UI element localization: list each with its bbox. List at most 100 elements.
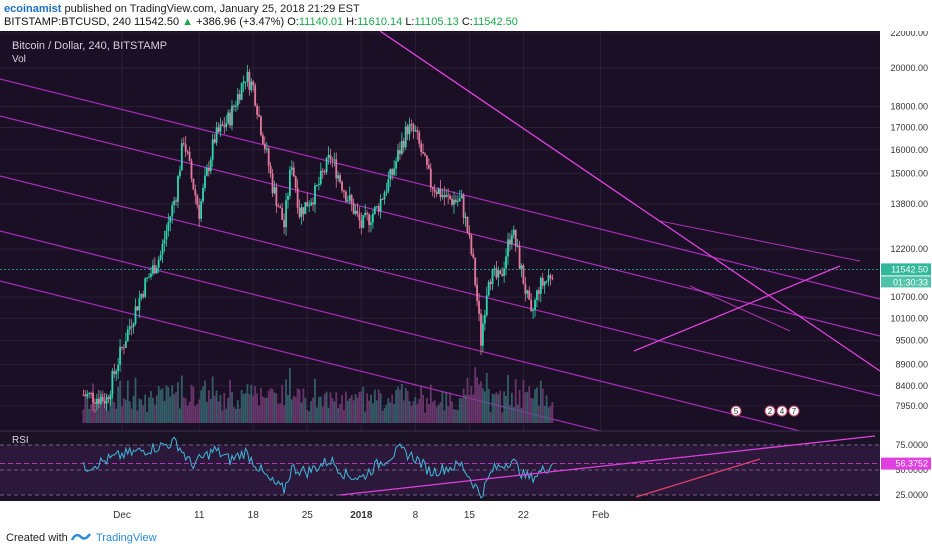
- volume-bar: [362, 386, 365, 423]
- volume-bar: [317, 396, 320, 423]
- volume-bar: [327, 407, 330, 423]
- candle-body: [148, 276, 150, 278]
- candles: [82, 65, 554, 413]
- price-tick-label: 18000.00: [890, 102, 928, 112]
- candle-body: [348, 195, 351, 201]
- candle-body: [530, 299, 533, 311]
- volume-bar: [123, 398, 125, 423]
- candle-body: [271, 173, 274, 194]
- volume-bar: [82, 409, 85, 423]
- tradingview-brand[interactable]: TradingView: [96, 532, 157, 544]
- rsi-support-line: [635, 458, 761, 498]
- volume-bar: [192, 386, 195, 423]
- volume-badge: [788, 405, 800, 417]
- candle-body: [244, 81, 247, 83]
- candle-body: [275, 187, 278, 207]
- candle-body: [211, 139, 214, 160]
- volume-bar: [495, 392, 498, 423]
- volume-bar: [539, 380, 542, 423]
- time-tick-label: 2018: [350, 510, 373, 521]
- candle-body: [263, 143, 266, 150]
- candle-body: [144, 278, 147, 297]
- candle-body: [454, 199, 457, 202]
- volume-bar: [360, 391, 363, 423]
- volume-bar: [140, 399, 143, 423]
- candle-body: [115, 371, 118, 375]
- volume-bar: [424, 412, 426, 423]
- volume-bar: [321, 406, 324, 423]
- volume-bar: [296, 388, 299, 423]
- volume-bar: [505, 395, 507, 423]
- volume-bar: [441, 391, 444, 423]
- volume-bar: [242, 394, 245, 423]
- candle-body: [491, 269, 494, 285]
- candle-body: [350, 195, 353, 203]
- volume-bar: [437, 404, 440, 423]
- volume-bar: [287, 395, 289, 423]
- candle-body: [312, 202, 314, 205]
- candle-body: [547, 275, 550, 281]
- volume-bar: [476, 377, 479, 423]
- candle-body: [373, 207, 376, 214]
- volume-bar: [256, 393, 258, 423]
- price-tick-label: 13800.00: [890, 199, 928, 209]
- candle-body: [219, 124, 222, 132]
- candle-body: [437, 188, 440, 194]
- volume-bar: [339, 404, 341, 423]
- volume-bar: [422, 394, 424, 423]
- volume-bar: [277, 403, 280, 423]
- volume-bar: [427, 404, 430, 423]
- volume-bar: [346, 400, 349, 423]
- candle-body: [385, 191, 388, 193]
- volume-bar: [364, 411, 367, 423]
- candle-body: [159, 254, 162, 260]
- volume-bar: [372, 403, 374, 423]
- volume-badge-label: 5: [734, 407, 739, 416]
- volume-bar: [179, 408, 181, 423]
- volume-bar: [337, 408, 340, 423]
- candle-body: [362, 215, 365, 228]
- candle-body: [117, 364, 120, 372]
- volume-bar: [470, 385, 473, 423]
- candle-body: [236, 93, 239, 106]
- volume-bar: [184, 398, 187, 423]
- candle-body: [136, 306, 139, 311]
- author-link[interactable]: ecoinamist: [4, 3, 62, 15]
- candle-body: [138, 298, 141, 311]
- candle-body: [520, 265, 523, 269]
- volume-bar: [466, 377, 469, 423]
- volume-bar: [358, 391, 361, 423]
- price-tick-label: 7950.00: [895, 401, 928, 411]
- volume-bar: [524, 392, 527, 423]
- candle-body: [412, 124, 415, 132]
- candle-body: [157, 259, 160, 268]
- candle-body: [192, 178, 195, 190]
- candle-body: [346, 200, 349, 202]
- candle-body: [495, 268, 498, 278]
- volume-bar: [370, 394, 372, 423]
- volume-bar: [456, 410, 459, 423]
- candle-body: [207, 167, 210, 172]
- volume-bar: [88, 408, 91, 423]
- candle-body: [480, 313, 482, 346]
- candle-body: [522, 265, 525, 285]
- candle-body: [302, 207, 305, 215]
- candle-body: [429, 168, 432, 188]
- up-arrow-icon: ▲: [182, 16, 194, 28]
- rsi-line: [82, 436, 553, 499]
- candle-body: [383, 192, 386, 200]
- volume-bar: [206, 401, 208, 423]
- price-change: +386.96 (+3.47%): [196, 16, 285, 28]
- candle-body: [140, 293, 143, 299]
- volume-bar: [248, 394, 251, 423]
- volume-bar: [510, 392, 513, 423]
- volume-bar: [449, 392, 451, 423]
- candle-body: [466, 216, 469, 233]
- candle-body: [196, 195, 199, 206]
- volume-bar: [209, 398, 212, 423]
- candle-body: [269, 165, 272, 174]
- volume-bar: [445, 393, 448, 423]
- volume-bar: [175, 391, 177, 423]
